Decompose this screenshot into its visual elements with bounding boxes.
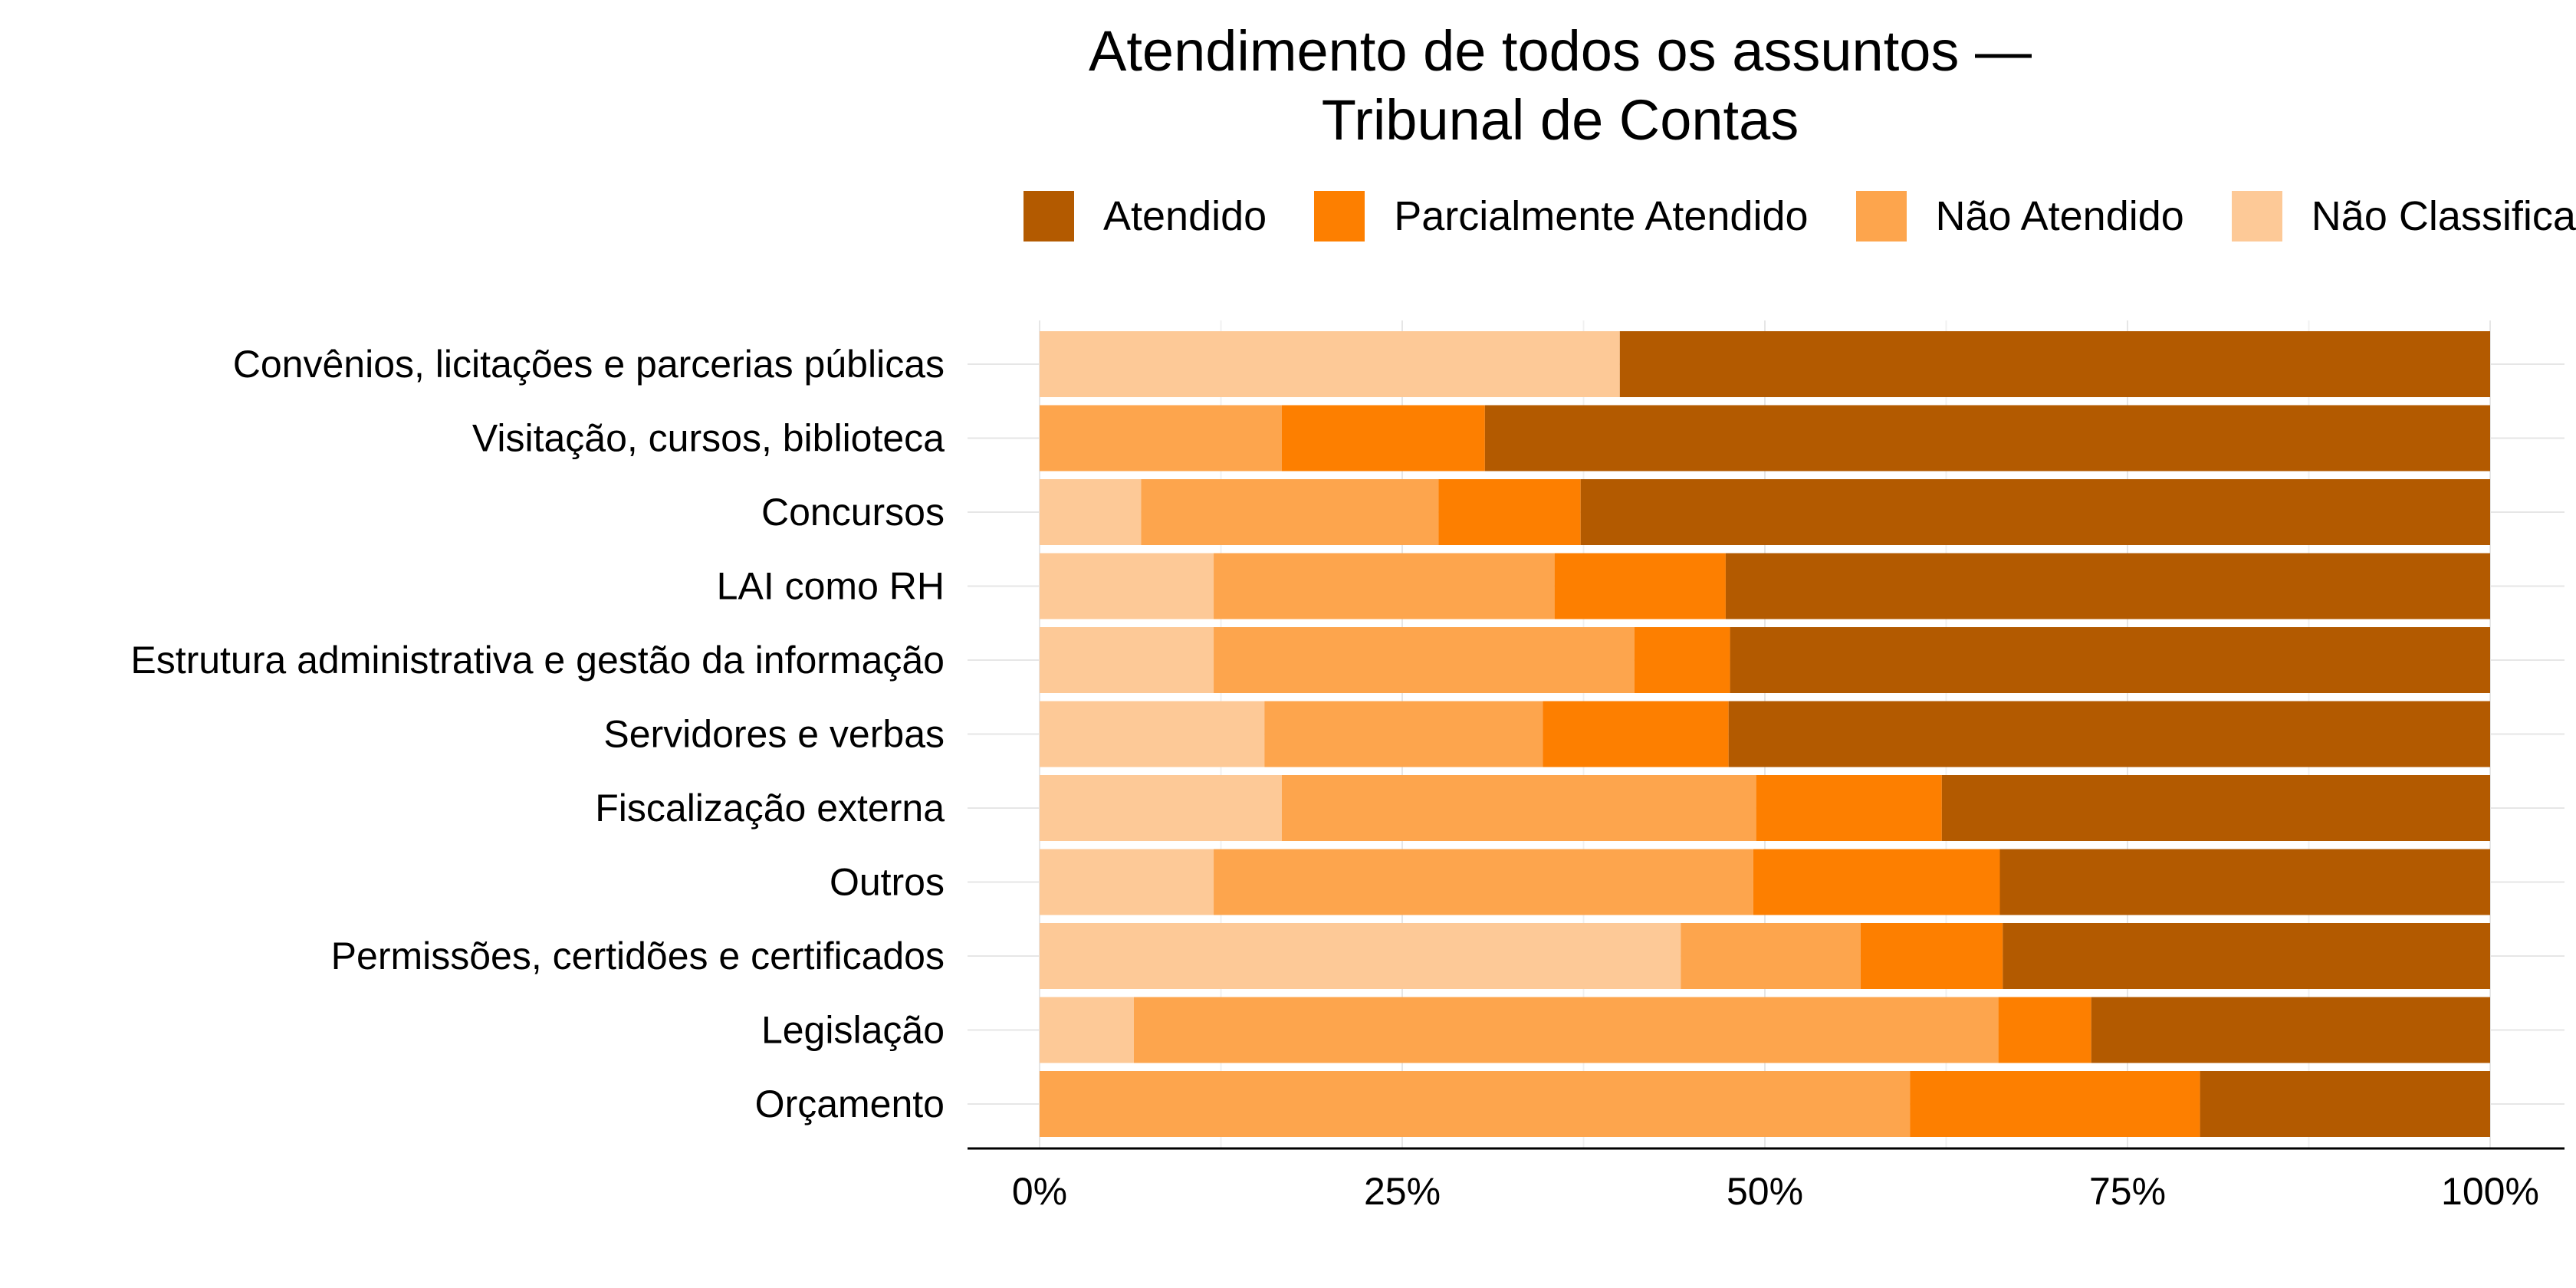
- x-tick-label: 0%: [1012, 1170, 1067, 1213]
- bar-segment: [2003, 923, 2490, 989]
- bar-segment: [1214, 553, 1555, 619]
- bar-segment: [1040, 479, 1142, 545]
- category-label: Convênios, licitações e parcerias públic…: [233, 343, 945, 386]
- bar-segment: [1998, 997, 2091, 1063]
- category-label: Orçamento: [755, 1083, 945, 1125]
- legend-swatch: [2231, 191, 2282, 242]
- category-label: Permissões, certidões e certificados: [331, 935, 945, 978]
- category-label: Estrutura administrativa e gestão da inf…: [130, 639, 945, 682]
- x-tick-label: 25%: [1364, 1170, 1441, 1213]
- bar-segment: [2200, 1071, 2490, 1137]
- bar-segment: [1543, 701, 1729, 767]
- x-tick-label: 75%: [2089, 1170, 2166, 1213]
- bar-segment: [1484, 405, 2490, 472]
- category-label: Fiscalização externa: [595, 787, 945, 830]
- bar-segment: [1040, 701, 1265, 767]
- bar-segment: [1438, 479, 1581, 545]
- chart-title-line-2: Tribunal de Contas: [1321, 88, 1799, 152]
- legend-item-nao-classificado: Não Classificado: [2231, 191, 2576, 242]
- legend-label: Atendido: [1103, 193, 1267, 239]
- bar-segment: [1619, 331, 2490, 397]
- bar-segment: [1756, 775, 1942, 841]
- legend-item-atendido: Atendido: [1024, 191, 1267, 242]
- category-label: Servidores e verbas: [603, 713, 945, 756]
- bar-segment: [1214, 849, 1753, 915]
- bar-segment: [1040, 553, 1214, 619]
- bar-segment: [1725, 553, 2490, 619]
- category-label: Visitação, cursos, biblioteca: [472, 417, 945, 460]
- bar-segment: [1728, 701, 2490, 767]
- legend-item-parcialmente-atendido: Parcialmente Atendido: [1314, 191, 1809, 242]
- chart-legend: Atendido Parcialmente Atendido Não Atend…: [1024, 186, 2576, 247]
- legend-swatch: [1024, 191, 1074, 242]
- bar-segment: [1999, 849, 2490, 915]
- legend-item-nao-atendido: Não Atendido: [1855, 191, 2184, 242]
- bar-segment: [1040, 997, 1134, 1063]
- bar-segment: [1910, 1071, 2200, 1137]
- bar-segment: [1040, 331, 1620, 397]
- bar-segment: [1040, 923, 1681, 989]
- category-label: Outros: [830, 861, 945, 904]
- legend-label: Parcialmente Atendido: [1394, 193, 1809, 239]
- chart-title: Atendimento de todos os assuntos — Tribu…: [1020, 17, 2101, 155]
- bar-segment: [1860, 923, 2003, 989]
- bar-segment: [1681, 923, 1861, 989]
- bar-segment: [2091, 997, 2490, 1063]
- x-tick-label: 50%: [1727, 1170, 1803, 1213]
- bar-segment: [1040, 627, 1214, 693]
- bar-segment: [1040, 405, 1282, 472]
- bar-segment: [1554, 553, 1726, 619]
- chart-title-line-1: Atendimento de todos os assuntos —: [1089, 19, 2032, 83]
- bar-segment: [1040, 849, 1214, 915]
- bar-segment: [1133, 997, 1999, 1063]
- bar-segment: [1214, 627, 1635, 693]
- bar-segment: [1941, 775, 2490, 841]
- bar-segment: [1281, 775, 1756, 841]
- x-tick-label: 100%: [2441, 1170, 2539, 1213]
- bar-segment: [1580, 479, 2490, 545]
- bar-segment: [1634, 627, 1730, 693]
- legend-swatch: [1855, 191, 1907, 242]
- bar-segment: [1141, 479, 1439, 545]
- bar-segment: [1040, 775, 1282, 841]
- category-label: LAI como RH: [717, 565, 945, 608]
- legend-swatch: [1314, 191, 1365, 242]
- legend-label: Não Atendido: [1935, 193, 2184, 239]
- bar-segment: [1281, 405, 1485, 472]
- legend-label: Não Classificado: [2311, 193, 2576, 239]
- bar-segment: [1264, 701, 1543, 767]
- bar-segment: [1753, 849, 2000, 915]
- bar-segment: [1730, 627, 2490, 693]
- category-label: Concursos: [761, 491, 945, 534]
- bar-segment: [1040, 1071, 1911, 1137]
- category-label: Legislação: [761, 1009, 945, 1052]
